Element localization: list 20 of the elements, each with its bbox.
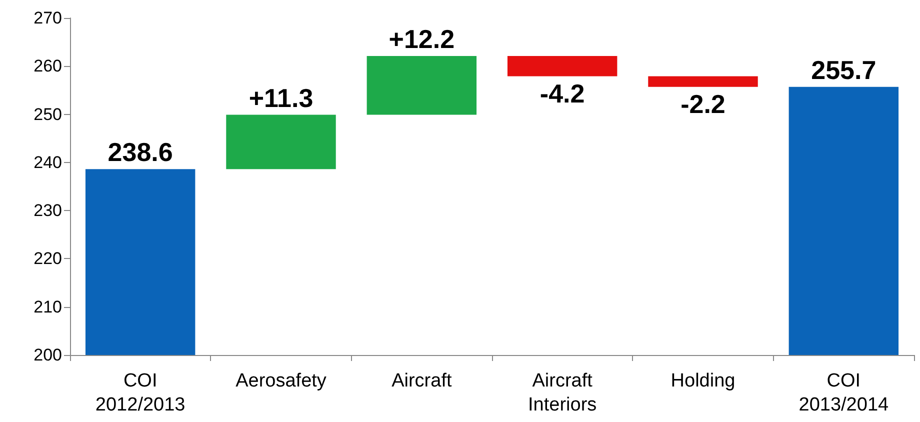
data-label: -2.2 [680,88,726,119]
data-label: 255.7 [811,54,876,85]
y-tick-label: 220 [34,249,62,268]
x-tick-label: COI 2012/2013 [95,370,186,416]
y-tick-label: 250 [34,104,62,124]
x-tick-label: Holding [670,370,736,392]
y-tick-label: 240 [34,152,62,172]
data-label: +12.2 [388,24,455,54]
y-tick-label: 230 [34,201,62,220]
x-tick-label: Aircraft Interiors [528,370,597,416]
x-tick-label: Aircraft [392,370,452,392]
y-tick-label: 210 [34,297,62,316]
x-tick-label: Aerosafety [236,370,327,392]
y-tick-label: 260 [34,56,62,76]
y-tick-label: 270 [34,8,62,28]
x-tick-label: COI 2013/2014 [798,370,889,416]
y-tick-label: 200 [34,346,62,364]
data-label: +11.3 [248,82,314,113]
data-label: 238.6 [108,137,173,168]
data-label: -4.2 [540,78,585,108]
